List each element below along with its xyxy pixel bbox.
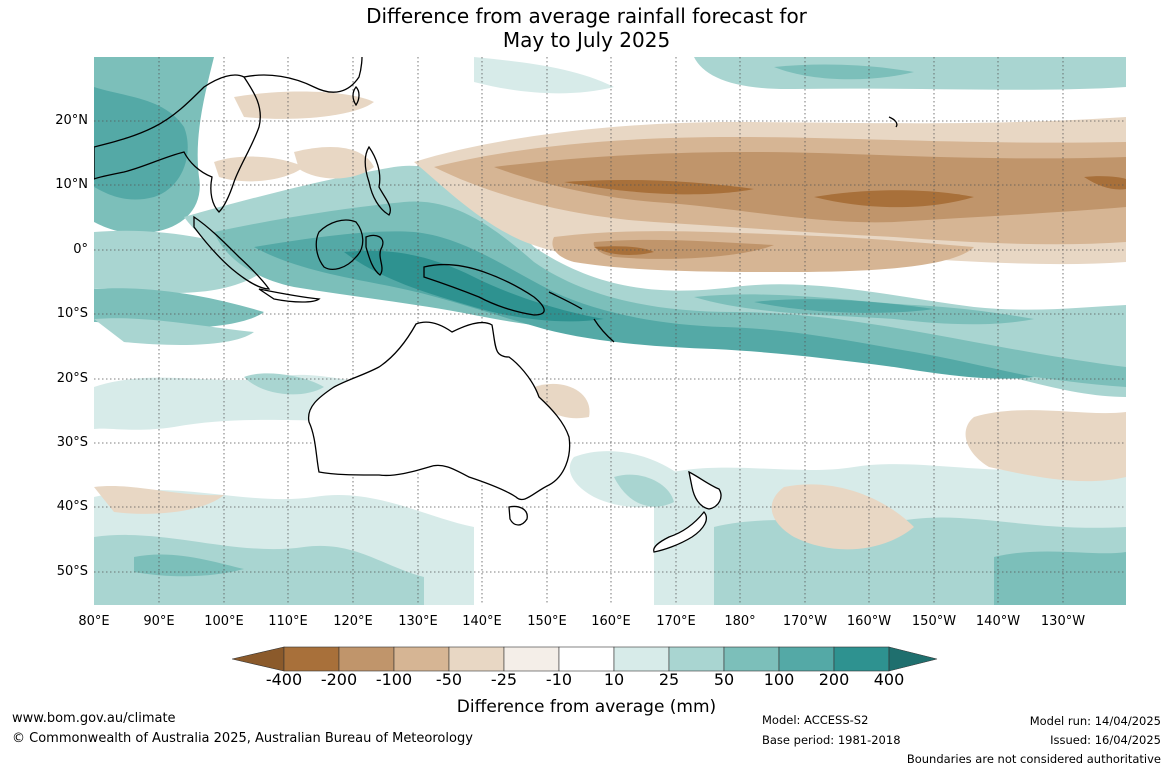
colorbar-tick-neg50: -50 — [435, 670, 463, 689]
model-text: Model: ACCESS-S2 — [762, 713, 869, 727]
lon-label-130w: 130°W — [1040, 614, 1086, 629]
lon-label-120e: 120°E — [333, 614, 373, 629]
model-run-text: Model run: 14/04/2025 — [1029, 714, 1161, 728]
southeast-asia-coastline — [94, 74, 261, 213]
website-link[interactable]: www.bom.gov.au/climate — [12, 711, 176, 726]
lon-label-100e: 100°E — [204, 614, 244, 629]
colorbar-swatches — [232, 646, 938, 672]
lat-label-50s: 50°S — [56, 564, 88, 579]
lon-label-170w: 170°W — [782, 614, 828, 629]
solomon-islands-coastline — [548, 291, 615, 343]
lat-label-10n: 10°N — [55, 177, 88, 192]
lon-label-160e: 160°E — [591, 614, 631, 629]
colorbar-swatch — [723, 646, 780, 672]
colorbar-tick-neg200: -200 — [320, 670, 358, 689]
colorbar-tick-neg10: -10 — [545, 670, 573, 689]
colorbar-swatch — [283, 646, 340, 672]
java-coastline — [258, 288, 321, 303]
colorbar-swatch — [448, 646, 505, 672]
australia-coastline — [307, 321, 571, 501]
lat-label-40s: 40°S — [56, 499, 88, 514]
new-zealand-south-island — [653, 510, 707, 553]
lon-label-130e: 130°E — [398, 614, 438, 629]
issued-text: Issued: 16/04/2025 — [1050, 733, 1161, 747]
lon-label-160w: 160°W — [846, 614, 892, 629]
title-line-2: May to July 2025 — [502, 28, 671, 52]
coastlines — [94, 57, 898, 553]
philippines-coastline — [364, 145, 391, 216]
colorbar-tick-25: 25 — [658, 670, 680, 689]
map-title: Difference from average rainfall forecas… — [0, 4, 1173, 52]
colorbar-tick-100: 100 — [763, 670, 795, 689]
hawaii-coastline — [888, 116, 898, 128]
disclaimer-text: Boundaries are not considered authoritat… — [906, 752, 1161, 766]
taiwan-coastline — [352, 86, 360, 107]
lat-label-10s: 10°S — [56, 306, 88, 321]
new-zealand-north-island — [688, 470, 722, 510]
lat-label-0: 0° — [73, 242, 88, 257]
copyright-text: © Commonwealth of Australia 2025, Austra… — [12, 731, 473, 746]
lon-label-90e: 90°E — [143, 614, 175, 629]
colorbar-swatch — [393, 646, 450, 672]
colorbar-swatch — [558, 646, 615, 672]
tasmania-coastline — [508, 505, 528, 526]
southern-anomaly-field — [94, 373, 1126, 605]
lon-label-150w: 150°W — [911, 614, 957, 629]
colorbar-swatch — [613, 646, 670, 672]
china-coastline — [243, 57, 363, 93]
colorbar-swatch — [778, 646, 835, 672]
indian-ocean-wet-region — [94, 57, 274, 345]
colorbar-tick-400: 400 — [873, 670, 905, 689]
colorbar-arrow-high — [888, 646, 938, 672]
colorbar-swatch — [833, 646, 890, 672]
new-guinea-coastline — [423, 263, 545, 316]
colorbar-tick-10: 10 — [603, 670, 625, 689]
sulawesi-coastline — [365, 234, 384, 276]
borneo-coastline — [315, 219, 364, 270]
lon-label-170e: 170°E — [656, 614, 696, 629]
lat-label-20s: 20°S — [56, 371, 88, 386]
base-period-text: Base period: 1981-2018 — [762, 733, 901, 747]
colorbar-swatch — [338, 646, 395, 672]
colorbar-tick-50: 50 — [713, 670, 735, 689]
lon-label-80e: 80°E — [78, 614, 110, 629]
colorbar-tick-200: 200 — [818, 670, 850, 689]
lon-label-110e: 110°E — [268, 614, 308, 629]
colorbar-swatch — [503, 646, 560, 672]
lat-label-20n: 20°N — [55, 113, 88, 128]
colorbar — [232, 646, 938, 672]
colorbar-tick-neg25: -25 — [490, 670, 518, 689]
colorbar-title: Difference from average (mm) — [456, 697, 717, 717]
lon-label-180: 180° — [724, 614, 756, 629]
lon-label-150e: 150°E — [527, 614, 567, 629]
lat-label-30s: 30°S — [56, 435, 88, 450]
colorbar-arrow-low — [232, 646, 285, 672]
colorbar-tick-neg100: -100 — [375, 670, 413, 689]
colorbar-tick-neg400: -400 — [265, 670, 303, 689]
title-line-1: Difference from average rainfall forecas… — [366, 4, 807, 28]
rainfall-anomaly-map — [94, 57, 1126, 605]
sumatra-coastline — [193, 215, 271, 290]
lon-label-140w: 140°W — [975, 614, 1021, 629]
colorbar-swatch — [668, 646, 725, 672]
graticule — [94, 57, 1126, 605]
lon-label-140e: 140°E — [462, 614, 502, 629]
